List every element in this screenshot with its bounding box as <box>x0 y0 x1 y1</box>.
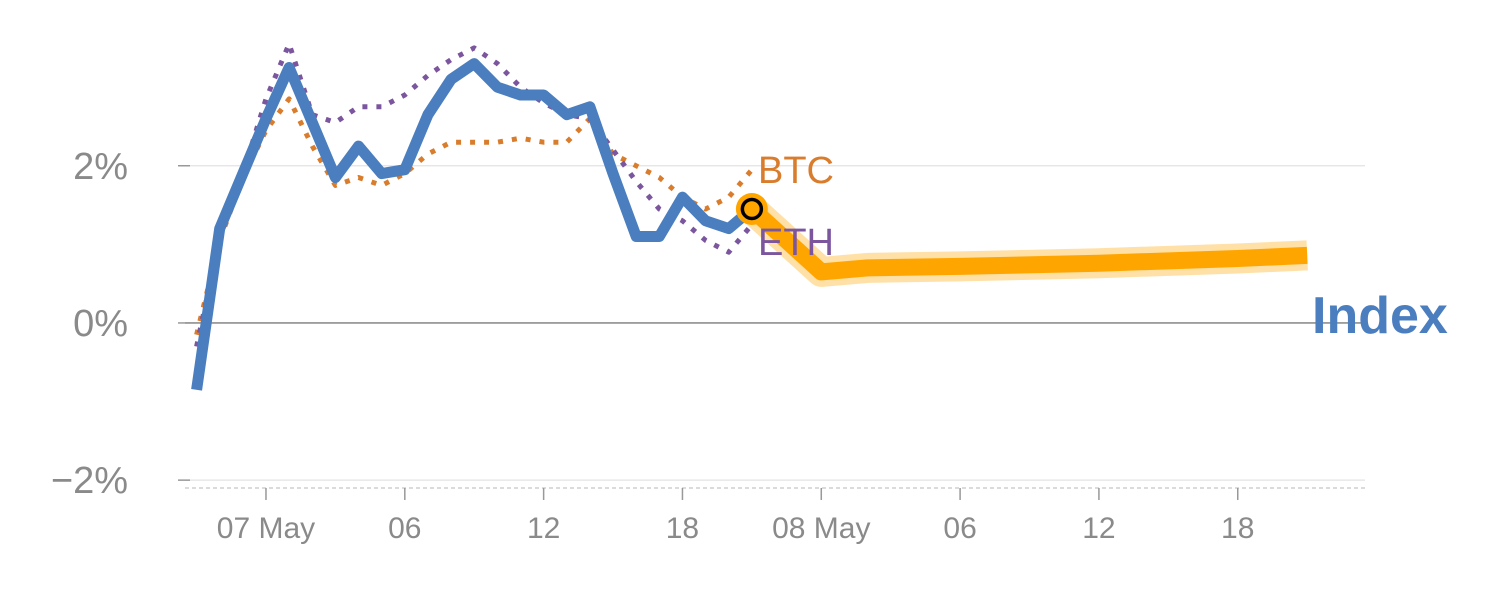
axis-layer: 2% 0% −2% 07 May 06 12 18 08 May 06 12 18 <box>51 146 1365 545</box>
x-tick-label: 12 <box>527 512 560 545</box>
x-tick-label: 07 May <box>217 512 315 545</box>
x-tick-label: 18 <box>666 512 699 545</box>
x-tick-label: 06 <box>943 512 976 545</box>
x-tick-label: 12 <box>1082 512 1115 545</box>
index-label: Index <box>1312 287 1448 345</box>
x-tick-label: 18 <box>1221 512 1254 545</box>
current-marker-ring <box>735 192 768 225</box>
series-layer <box>191 41 1308 391</box>
forecast-line <box>746 202 1308 281</box>
btc-label: BTC <box>758 150 834 192</box>
series-line-btc <box>194 96 754 336</box>
label-layer: BTC ETH Index <box>758 150 1448 345</box>
x-tick-label: 08 May <box>772 512 870 545</box>
y-tick-label: 0% <box>73 303 128 345</box>
series-line-index <box>191 58 756 391</box>
x-tick-label: 06 <box>388 512 421 545</box>
current-marker <box>740 197 764 221</box>
y-tick-label: 2% <box>73 146 128 188</box>
eth-label: ETH <box>758 222 834 264</box>
y-tick-label: −2% <box>51 460 128 502</box>
series-line-eth <box>194 41 754 348</box>
